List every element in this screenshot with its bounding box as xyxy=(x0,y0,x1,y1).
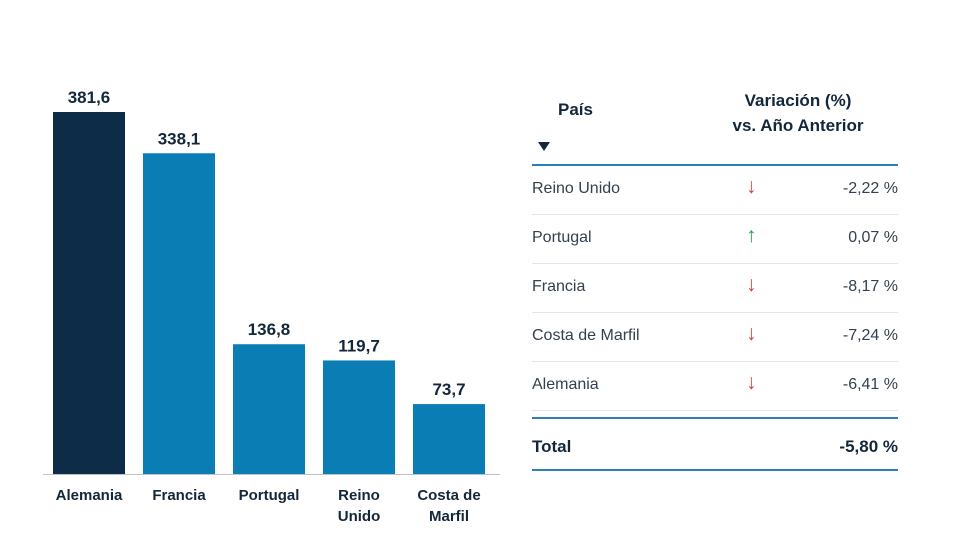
arrow-down-icon: ↓ xyxy=(746,371,757,394)
header-divider xyxy=(532,164,898,166)
category-label: Alemania xyxy=(56,487,123,504)
bar-value-label: 381,6 xyxy=(68,88,111,107)
table-header: País Variación (%) vs. Año Anterior xyxy=(532,86,898,164)
bar-reino-unido[interactable] xyxy=(323,360,395,474)
row-variation: -2,22 % xyxy=(842,180,898,197)
arrow-down-icon: ↓ xyxy=(746,175,757,198)
bar-francia[interactable] xyxy=(143,153,215,474)
bar-chart-panel: 381,6 Alemania 338,1 Francia 136,8 Portugal 11… xyxy=(40,70,510,550)
row-variation: -7,24 % xyxy=(842,327,898,344)
bar-value-label: 73,7 xyxy=(432,380,465,399)
table-row: Portugal ↑ 0,07 % xyxy=(532,215,898,264)
total-label: Total xyxy=(532,437,572,456)
header-variation: Variación (%) vs. Año Anterior xyxy=(728,88,868,138)
arrow-up-icon: ↑ xyxy=(746,224,757,247)
arrow-down-icon: ↓ xyxy=(746,322,757,345)
table-row: Reino Unido ↓ -2,22 % xyxy=(532,166,898,215)
row-country: Costa de Marfil xyxy=(532,327,640,344)
total-divider-top xyxy=(532,417,898,419)
table-row: Francia ↓ -8,17 % xyxy=(532,264,898,313)
arrow-down-icon: ↓ xyxy=(746,273,757,296)
total-divider-bottom xyxy=(532,469,898,471)
table-row: Costa de Marfil ↓ -7,24 % xyxy=(532,313,898,362)
bar-portugal[interactable] xyxy=(233,344,305,474)
header-variation-line1: Variación (%) xyxy=(744,91,852,110)
row-country: Alemania xyxy=(532,376,599,393)
bar-value-label: 119,7 xyxy=(338,336,380,355)
category-label: Portugal xyxy=(239,487,300,504)
header-country[interactable]: País xyxy=(558,100,593,119)
variation-table: País Variación (%) vs. Año Anterior Rein… xyxy=(532,86,898,471)
category-label: Reino Unido xyxy=(338,487,381,525)
total-value: -5,80 % xyxy=(839,437,898,456)
table-row: Alemania ↓ -6,41 % xyxy=(532,362,898,411)
sort-descending-icon[interactable] xyxy=(538,142,550,151)
row-variation: -8,17 % xyxy=(842,278,898,295)
category-label: Francia xyxy=(152,487,206,504)
header-variation-line2: vs. Año Anterior xyxy=(732,116,864,135)
bar-value-label: 136,8 xyxy=(248,320,291,339)
bar-chart: 381,6 Alemania 338,1 Francia 136,8 Portugal 11… xyxy=(43,88,500,525)
category-label: Costa de Marfil xyxy=(417,487,480,525)
row-country: Francia xyxy=(532,278,586,295)
row-variation: 0,07 % xyxy=(848,229,898,246)
bar-alemania[interactable] xyxy=(53,112,125,474)
row-variation: -6,41 % xyxy=(842,376,898,393)
bar-value-label: 338,1 xyxy=(158,129,201,148)
bar-costa-de-marfil[interactable] xyxy=(413,404,485,474)
total-row: Total -5,80 % xyxy=(532,425,898,469)
row-country: Reino Unido xyxy=(532,180,621,197)
row-country: Portugal xyxy=(532,229,592,246)
